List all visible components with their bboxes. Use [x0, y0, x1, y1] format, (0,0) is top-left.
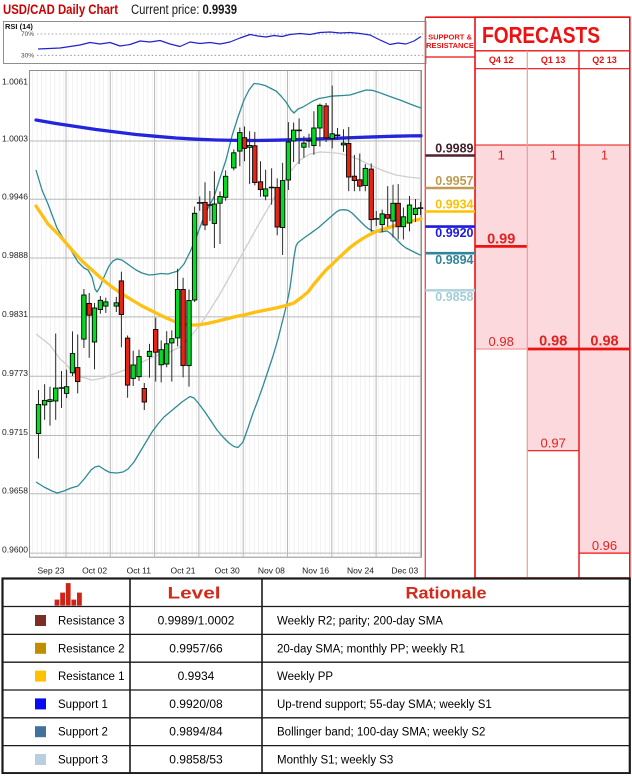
svg-text:0.9989: 0.9989	[435, 141, 473, 155]
svg-text:Weekly PP: Weekly PP	[277, 671, 333, 683]
svg-text:1: 1	[550, 148, 557, 163]
svg-text:0.9989/1.0002: 0.9989/1.0002	[158, 614, 235, 628]
svg-text:0.99: 0.99	[487, 232, 515, 248]
svg-text:0.9658: 0.9658	[2, 485, 28, 495]
svg-text:Monthly S1; weekly S3: Monthly S1; weekly S3	[277, 755, 393, 767]
svg-text:Support 1: Support 1	[58, 699, 108, 711]
svg-text:0.9773: 0.9773	[2, 368, 28, 378]
svg-text:0.9600: 0.9600	[2, 544, 28, 554]
svg-text:1.0061: 1.0061	[2, 77, 28, 87]
svg-text:0.9894/84: 0.9894/84	[169, 725, 223, 739]
svg-text:USD/CAD Daily Chart: USD/CAD Daily Chart	[3, 2, 118, 17]
svg-text:Nov 16: Nov 16	[302, 566, 329, 576]
svg-text:Oct 30: Oct 30	[215, 566, 240, 576]
svg-text:Level: Level	[168, 585, 221, 603]
svg-text:1: 1	[498, 148, 505, 163]
svg-text:Nov 24: Nov 24	[347, 566, 374, 576]
svg-text:Q1 13: Q1 13	[541, 55, 566, 65]
svg-text:0.98: 0.98	[590, 334, 618, 350]
svg-text:0.9858: 0.9858	[435, 290, 473, 304]
svg-text:Oct 21: Oct 21	[170, 566, 195, 576]
svg-text:0.9831: 0.9831	[2, 309, 28, 319]
svg-text:0.9888: 0.9888	[2, 250, 28, 260]
svg-text:Bollinger band; 100-day SMA; w: Bollinger band; 100-day SMA; weekly S2	[277, 727, 485, 739]
svg-text:RSI (14): RSI (14)	[5, 22, 33, 31]
svg-text:0.97: 0.97	[541, 436, 566, 451]
svg-text:Resistance 1: Resistance 1	[58, 671, 124, 683]
svg-text:Oct 11: Oct 11	[127, 566, 152, 576]
svg-text:0.9934: 0.9934	[435, 198, 473, 212]
svg-text:Oct 02: Oct 02	[82, 566, 107, 576]
svg-text:Dec 03: Dec 03	[391, 566, 418, 576]
svg-text:Resistance 3: Resistance 3	[58, 616, 124, 628]
svg-text:0.98: 0.98	[489, 334, 514, 349]
svg-text:Nov 08: Nov 08	[258, 566, 285, 576]
svg-text:70%: 70%	[21, 31, 34, 38]
svg-text:Support 3: Support 3	[58, 755, 108, 767]
svg-text:0.9934: 0.9934	[178, 669, 215, 683]
svg-text:0.9957/66: 0.9957/66	[169, 641, 223, 655]
svg-text:0.9957: 0.9957	[435, 174, 473, 188]
svg-text:Q2 13: Q2 13	[592, 55, 617, 65]
svg-text:RESISTANCE: RESISTANCE	[426, 41, 474, 50]
svg-text:Weekly R2; parity; 200-day SMA: Weekly R2; parity; 200-day SMA	[277, 616, 443, 628]
svg-text:20-day SMA; monthly PP; weekly: 20-day SMA; monthly PP; weekly R1	[277, 643, 465, 655]
svg-text:SUPPORT &: SUPPORT &	[428, 33, 472, 42]
svg-text:0.9858/53: 0.9858/53	[169, 753, 223, 767]
svg-text:0.9920/08: 0.9920/08	[169, 697, 223, 711]
svg-text:0.9894: 0.9894	[435, 253, 473, 267]
svg-text:0.98: 0.98	[539, 334, 567, 350]
svg-text:Q4 12: Q4 12	[489, 55, 514, 65]
svg-text:FORECASTS: FORECASTS	[482, 22, 600, 48]
svg-text:Sep 23: Sep 23	[38, 566, 65, 576]
svg-text:0.9946: 0.9946	[2, 192, 28, 202]
svg-text:Up-trend support; 55-day SMA;: Up-trend support; 55-day SMA; weekly S1	[277, 699, 492, 711]
svg-text:1: 1	[601, 148, 608, 163]
svg-text:Rationale: Rationale	[406, 585, 487, 603]
svg-text:Resistance 2: Resistance 2	[58, 643, 124, 655]
svg-text:Current price: 0.9939: Current price: 0.9939	[131, 2, 237, 17]
svg-text:1.0003: 1.0003	[2, 134, 28, 144]
svg-text:30%: 30%	[21, 53, 34, 60]
svg-text:0.9715: 0.9715	[2, 427, 28, 437]
svg-text:Support 2: Support 2	[58, 727, 108, 739]
svg-text:0.9920: 0.9920	[435, 226, 473, 240]
svg-text:0.96: 0.96	[592, 538, 617, 553]
